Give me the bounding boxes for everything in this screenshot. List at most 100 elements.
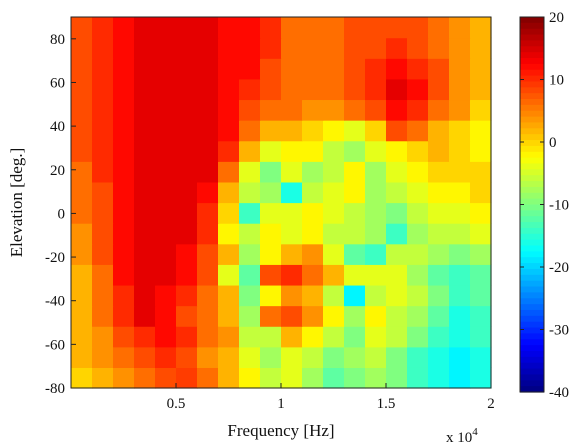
heatmap-cell	[470, 367, 492, 389]
heatmap-cell	[386, 181, 408, 204]
colorbar-tick-label: -30	[549, 323, 569, 339]
heatmap-cell	[260, 305, 282, 327]
heatmap-cell	[113, 120, 135, 142]
heatmap-cell	[386, 58, 408, 80]
heatmap-cell	[302, 161, 324, 183]
heatmap-cell	[197, 326, 219, 348]
heatmap-cell	[218, 202, 240, 224]
heatmap-cell	[176, 37, 198, 59]
heatmap-cell	[218, 37, 240, 59]
heatmap-cell	[218, 120, 240, 142]
heatmap-cell	[239, 37, 261, 59]
heatmap-cell	[302, 305, 324, 327]
heatmap-cell	[386, 223, 408, 245]
heatmap-cell	[470, 223, 492, 245]
heatmap-cell	[197, 284, 219, 307]
heatmap-cell	[302, 58, 324, 80]
heatmap-cell	[407, 284, 429, 307]
heatmap-cell	[218, 78, 240, 101]
heatmap-cell	[323, 78, 345, 101]
colorbar-segment	[520, 163, 544, 170]
heatmap-cell	[323, 346, 345, 368]
heatmap-cell	[428, 17, 450, 39]
colorbar-segment	[520, 333, 544, 340]
heatmap-cell	[365, 181, 387, 204]
heatmap-cell	[155, 284, 177, 307]
heatmap-cell	[428, 37, 450, 59]
colorbar-segment	[520, 34, 544, 42]
colorbar-segment	[520, 192, 544, 200]
heatmap-cell	[344, 284, 366, 307]
colorbar-segment	[520, 356, 544, 364]
heatmap-cell	[218, 181, 240, 204]
heatmap-cell	[92, 284, 114, 307]
heatmap-cell	[239, 17, 261, 39]
heatmap-cell	[134, 243, 156, 265]
heatmap-cell	[197, 37, 219, 59]
heatmap-cell	[218, 243, 240, 265]
heatmap-cell	[344, 120, 366, 142]
heatmap-cell	[449, 161, 471, 183]
heatmap-cell	[365, 243, 387, 265]
heatmap-cell	[134, 264, 156, 286]
colorbar-segment	[520, 309, 544, 317]
heatmap-cell	[176, 305, 198, 327]
heatmap-cell	[134, 223, 156, 245]
heatmap-cell	[365, 305, 387, 327]
heatmap-cell	[344, 58, 366, 80]
heatmap-cell	[428, 284, 450, 307]
heatmap-cell	[260, 181, 282, 204]
y-tick-label: -80	[45, 381, 65, 397]
colorbar-segment	[520, 151, 544, 159]
heatmap-cell	[197, 346, 219, 368]
heatmap-cell	[176, 99, 198, 121]
colorbar-tick-label: -40	[549, 385, 569, 401]
heatmap-cell	[365, 17, 387, 39]
heatmap-cell	[407, 181, 429, 204]
heatmap-cell	[407, 305, 429, 327]
heatmap-cell	[134, 17, 156, 39]
heatmap-cell	[470, 305, 492, 327]
heatmap-cell	[92, 99, 114, 121]
heatmap-cell	[470, 78, 492, 101]
heatmap-cell	[386, 17, 408, 39]
heatmap-cell	[281, 181, 303, 204]
heatmap-cell	[407, 264, 429, 286]
heatmap-cell	[134, 58, 156, 80]
heatmap-cell	[386, 346, 408, 368]
y-tick-label: -40	[45, 294, 65, 310]
heatmap-cell	[92, 305, 114, 327]
heatmap-cell	[470, 326, 492, 348]
heatmap-cell	[470, 284, 492, 307]
heatmap-cell	[281, 78, 303, 101]
heatmap-cell	[134, 99, 156, 121]
colorbar-segment	[520, 245, 544, 252]
heatmap-cell	[302, 367, 324, 389]
heatmap-cell	[260, 99, 282, 121]
colorbar-tick-label: 0	[549, 135, 557, 151]
y-axis-label: Elevation [deg.]	[7, 148, 26, 258]
heatmap-cell	[239, 284, 261, 307]
heatmap-cell	[386, 78, 408, 101]
heatmap-cell	[239, 346, 261, 368]
colorbar-segment	[520, 81, 544, 88]
heatmap-cell	[281, 120, 303, 142]
heatmap-cell	[260, 202, 282, 224]
heatmap-cell	[92, 223, 114, 245]
heatmap-cell	[449, 223, 471, 245]
heatmap-cell	[239, 326, 261, 348]
heatmap-cell	[323, 202, 345, 224]
heatmap-cell	[449, 58, 471, 80]
heatmap-cell	[470, 120, 492, 142]
heatmap-cell	[155, 120, 177, 142]
heatmap-cell	[113, 367, 135, 389]
heatmap-cell	[155, 37, 177, 59]
heatmap-cell	[92, 161, 114, 183]
heatmap-cell	[155, 243, 177, 265]
heatmap-cell	[260, 17, 282, 39]
colorbar-segment	[520, 292, 544, 299]
heatmap-cell	[239, 305, 261, 327]
colorbar-segment	[520, 268, 544, 276]
heatmap-cell	[113, 346, 135, 368]
heatmap-cell	[407, 17, 429, 39]
